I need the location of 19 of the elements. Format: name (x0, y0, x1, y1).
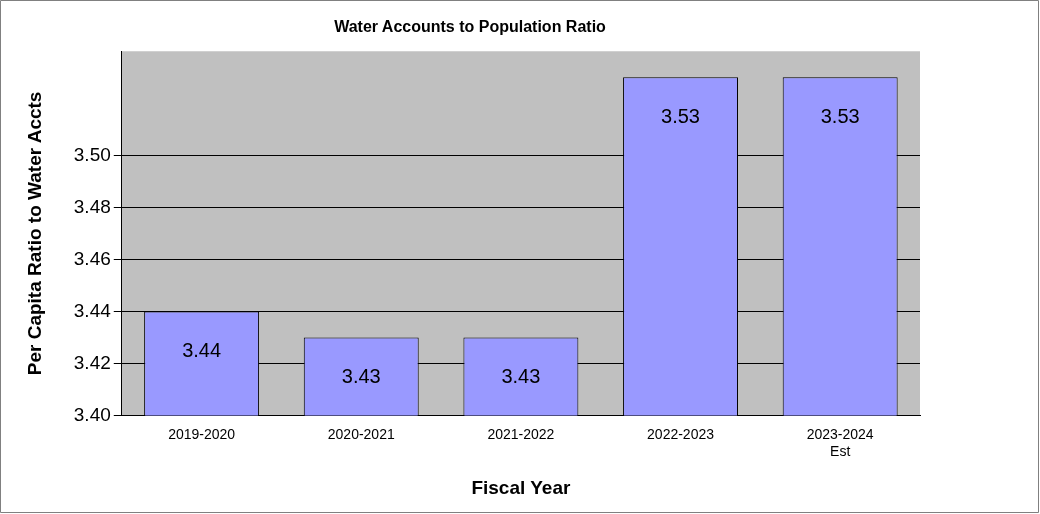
data-label: 3.43 (341, 365, 381, 388)
y-tick-label: 3.50 (73, 143, 111, 165)
x-tick-label: 2019-2020 (168, 425, 236, 442)
x-tick-label: 2023-2024 Est (806, 425, 874, 459)
y-tick-label: 3.46 (73, 247, 111, 269)
data-label: 3.43 (501, 365, 541, 388)
data-label: 3.53 (661, 104, 700, 127)
data-label: 3.44 (182, 339, 222, 361)
x-tick-label: 2021-2022 (487, 425, 555, 442)
y-tick-label: 3.40 (73, 403, 111, 425)
x-tick-label: 2022-2023 (647, 425, 715, 442)
y-tick-label: 3.42 (73, 351, 111, 373)
chart-title: Water Accounts to Population Ratio (334, 18, 607, 36)
y-axis-title: Per Capita Ratio to Water Accts (23, 91, 45, 376)
y-tick-label: 3.48 (73, 195, 111, 217)
x-axis-title: Fiscal Year (471, 476, 571, 498)
x-tick-label: 2020-2021 (327, 425, 395, 442)
y-tick-label: 3.44 (73, 299, 112, 321)
data-label: 3.53 (820, 104, 860, 127)
